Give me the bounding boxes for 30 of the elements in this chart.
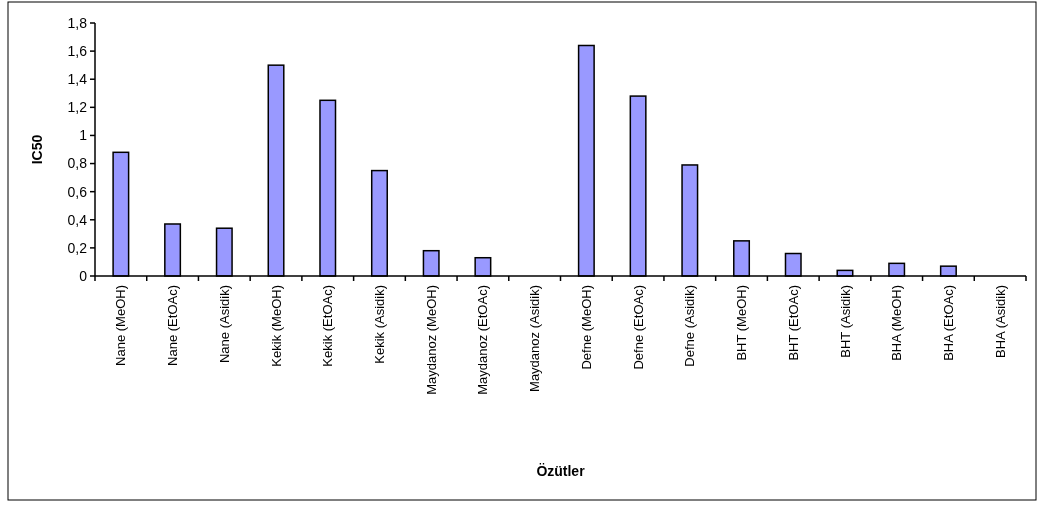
x-tick-label: Kekik (MeOH)	[268, 285, 284, 367]
x-tick-label: BHA (Asidik)	[992, 285, 1008, 358]
x-tick-label: Defne (MeOH)	[578, 285, 594, 370]
y-tick-label: 1,6	[67, 43, 88, 60]
y-tick-label: 1,4	[67, 71, 88, 88]
y-tick-label: 0,2	[67, 239, 88, 256]
y-tick-label: 1,2	[67, 99, 88, 116]
x-axis-title: Özütler	[536, 463, 586, 479]
y-tick-label: 1,8	[67, 14, 88, 31]
y-tick-label: 0,4	[67, 211, 88, 228]
y-tick-label: 0,8	[67, 155, 88, 172]
x-tick-label: Nane (MeOH)	[113, 285, 129, 366]
x-tick-label: Kekik (Asidik)	[372, 285, 388, 364]
x-tick-label: BHT (MeOH)	[734, 285, 750, 361]
x-tick-label: Defne (EtOAc)	[630, 285, 646, 370]
x-tick-label: BHA (MeOH)	[889, 285, 905, 361]
x-tick-label: Maydanoz (MeOH)	[423, 285, 439, 395]
x-tick-label: Kekik (EtOAc)	[320, 285, 336, 367]
x-tick-label: Nane (EtOAc)	[165, 285, 181, 366]
y-tick-label: 0	[79, 267, 88, 284]
y-axis-title: IC50	[29, 134, 45, 165]
x-tick-label: BHT (Asidik)	[837, 285, 853, 358]
x-tick-label: BHT (EtOAc)	[785, 285, 801, 361]
x-tick-label: Maydanoz (EtOAc)	[475, 285, 491, 395]
x-tick-label: Defne (Asidik)	[682, 285, 698, 367]
y-tick-label: 0,6	[67, 183, 88, 200]
x-tick-label: BHA (EtOAc)	[940, 285, 956, 361]
x-tick-label: Nane (Asidik)	[216, 285, 232, 364]
y-tick-label: 1	[79, 127, 88, 144]
x-tick-label: Maydanoz (Asidik)	[527, 285, 543, 392]
